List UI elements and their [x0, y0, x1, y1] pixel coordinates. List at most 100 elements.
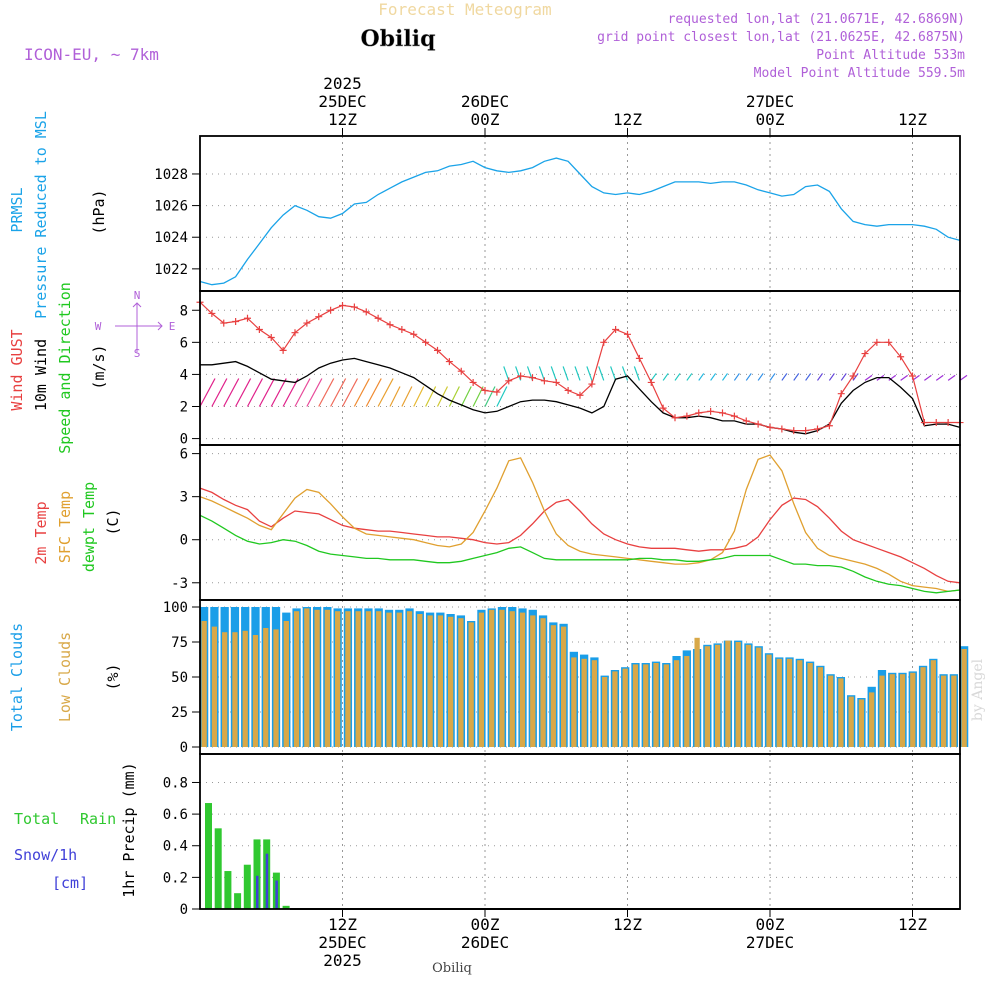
low-cloud-bar — [263, 628, 269, 747]
bottom-time-label: 27DEC — [746, 933, 794, 952]
compass-s: S — [134, 347, 141, 360]
gust-marker — [897, 353, 905, 361]
model-label: ICON-EU, ~ 7km — [24, 45, 159, 64]
gust-marker — [920, 419, 928, 427]
wind-arrow — [888, 374, 897, 381]
low-cloud-bar — [499, 609, 505, 747]
wind-arrow — [550, 366, 557, 381]
gust-marker — [362, 308, 370, 316]
wind-arrow — [793, 373, 800, 381]
gust-marker — [291, 329, 299, 337]
compass-e: E — [169, 320, 176, 333]
gust-marker — [398, 326, 406, 333]
rain-bar — [205, 803, 212, 909]
low-cloud-bar — [509, 611, 515, 747]
gridpoint-coords: grid point closest lon,lat (21.0625E, 42… — [597, 30, 965, 45]
gust-marker — [208, 309, 216, 317]
low-cloud-bar — [612, 671, 618, 747]
low-cloud-bar — [951, 675, 957, 747]
footer-location: Obiliq — [432, 961, 472, 976]
low-cloud-bar — [643, 664, 649, 747]
low-cloud-bar — [694, 637, 700, 747]
low-cloud-bar — [725, 640, 731, 747]
gust-marker — [944, 419, 952, 427]
gust-marker — [825, 422, 833, 430]
low-cloud-bar — [560, 626, 567, 747]
low-cloud-bar — [222, 632, 228, 747]
y-tick-label: 0 — [180, 740, 188, 756]
gust-marker — [600, 338, 608, 346]
low-cloud-bar — [447, 616, 454, 747]
temp-2m-line — [199, 487, 961, 584]
pressure-unit: (hPa) — [90, 189, 108, 234]
y-tick-label: 0 — [180, 902, 188, 918]
point-altitude: Point Altitude 533m — [816, 48, 965, 63]
y-tick-label: 6 — [180, 335, 188, 351]
wind-arrow — [757, 373, 764, 381]
gust-marker — [422, 338, 430, 346]
wind-arrow — [610, 366, 617, 381]
low-cloud-bar — [437, 615, 443, 747]
gust-marker — [529, 374, 536, 382]
gust-marker — [588, 380, 596, 388]
gust-marker — [505, 377, 513, 385]
wind-arrow — [722, 373, 728, 381]
panel-pressure: 1022 1024 1026 1028 — [154, 136, 960, 291]
wind-arrow — [900, 374, 908, 381]
gust-marker — [517, 372, 525, 380]
top-time-label: 12Z — [613, 110, 642, 129]
low-cloud-bar — [550, 625, 556, 747]
wind-arrow — [586, 366, 593, 381]
low-cloud-bar — [684, 656, 690, 747]
location-title: Obiliq — [360, 26, 435, 52]
low-cloud-bar — [663, 664, 669, 747]
clouds-unit: (%) — [104, 663, 122, 690]
gust-marker — [255, 326, 263, 333]
gust-marker — [683, 412, 691, 420]
y-tick-label: 0.4 — [163, 839, 188, 855]
gust-marker — [659, 404, 667, 412]
gust-marker — [386, 321, 394, 329]
low-cloud-bar — [304, 608, 310, 747]
rain-bar — [243, 864, 251, 909]
low-cloud-bar — [324, 609, 331, 747]
wind-arrow — [377, 378, 394, 407]
low-cloud-bar — [365, 611, 372, 747]
y-tick-label: 0.6 — [163, 807, 188, 823]
wind-arrow — [935, 374, 944, 381]
compass-w: W — [95, 320, 102, 333]
low-cloud-bar — [458, 618, 464, 747]
bottom-time-label: 12Z — [613, 915, 642, 934]
rain-bar — [282, 905, 290, 909]
top-time-label: 12Z — [898, 110, 927, 129]
gust-marker — [778, 425, 786, 433]
wind-arrow — [852, 373, 859, 381]
low-cloud-bar — [201, 621, 207, 747]
low-cloud-bar — [961, 649, 967, 747]
wind-arrow — [235, 378, 252, 407]
gust-marker — [742, 417, 750, 425]
snow-bar — [256, 875, 259, 909]
low-cloud-bar — [386, 612, 392, 747]
wind-arrow — [562, 366, 569, 381]
wind-arrow — [503, 366, 510, 381]
gust-marker — [220, 319, 228, 327]
low-cloud-bar — [489, 609, 495, 747]
low-cloud-bar — [766, 654, 772, 747]
low-cloud-bar — [899, 674, 906, 747]
dewpt-line — [199, 514, 961, 594]
wind-arrow — [484, 386, 496, 407]
wind-arrow — [781, 373, 788, 381]
compass-n: N — [134, 289, 141, 302]
y-tick-label: 3 — [180, 490, 188, 506]
model-point-altitude: Model Point Altitude 559.5m — [754, 66, 965, 81]
y-tick-label: 75 — [171, 635, 188, 651]
wind-arrow — [413, 386, 425, 407]
y-tick-label: 25 — [171, 705, 188, 721]
low-cloud-bar — [591, 660, 598, 747]
wind-arrow — [401, 386, 413, 407]
bottom-time-label: 26DEC — [461, 933, 509, 952]
temp-2m-label: 2m Temp — [32, 501, 50, 564]
wind-arrow — [710, 373, 717, 381]
